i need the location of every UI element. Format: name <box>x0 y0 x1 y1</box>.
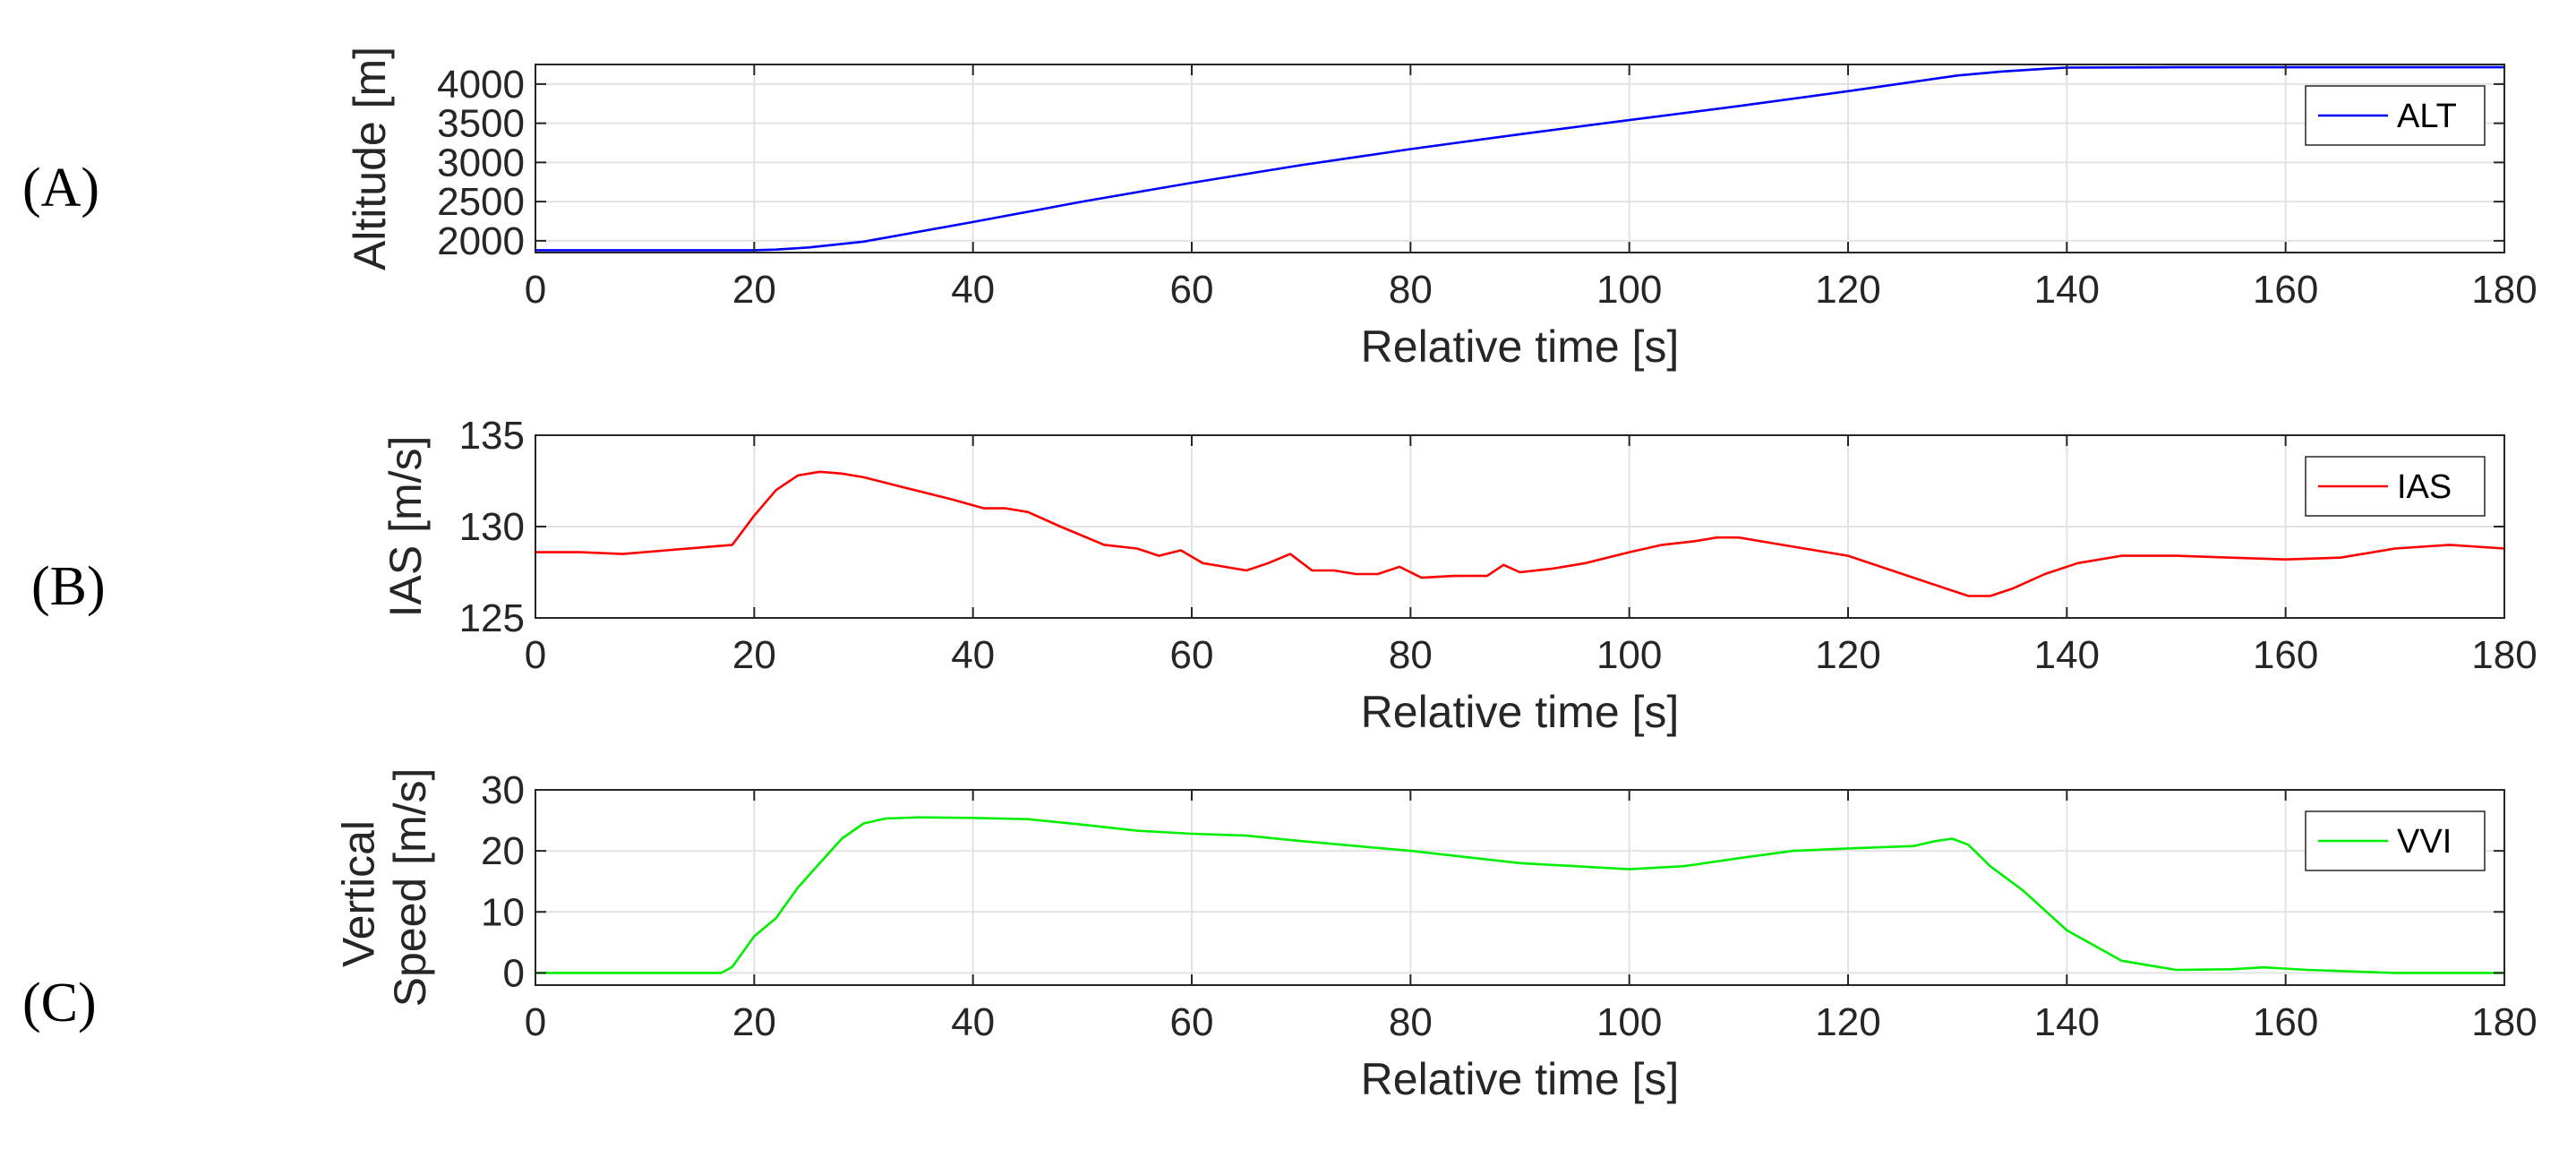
vertical-speed-x-tick-label: 140 <box>2034 1000 2100 1044</box>
ias-x-tick-label: 60 <box>1170 633 1214 677</box>
vertical-speed-x-tick-label: 80 <box>1389 1000 1433 1044</box>
altitude-y-tick-label: 2000 <box>437 219 525 263</box>
altitude-axes-box <box>535 64 2505 253</box>
vertical-speed-legend: VVI <box>2305 810 2486 871</box>
altitude-x-tick-label: 100 <box>1596 268 1662 312</box>
altitude-y-axis-label: Altitude [m] <box>345 47 395 270</box>
ias-series-line-ias <box>534 470 2506 597</box>
ias-x-tick-label: 80 <box>1389 633 1433 677</box>
ias-x-axis-label: Relative time [s] <box>1361 687 1680 737</box>
altitude-x-tick-label: 20 <box>732 268 776 312</box>
vertical-speed-x-tick-label: 180 <box>2471 1000 2537 1044</box>
altitude-y-tick-label: 4000 <box>437 63 525 107</box>
vertical-speed-x-tick-label: 0 <box>525 1000 546 1044</box>
ias-y-tick-label: 135 <box>459 414 525 458</box>
vertical-speed-axes-box <box>535 789 2505 986</box>
panel-letter-b: (B) <box>31 556 106 617</box>
vertical-speed-y-axis-label: Vertical Speed [m/s] <box>334 768 436 1007</box>
ias-legend-label: IAS <box>2397 468 2452 506</box>
vertical-speed-y-axis-label-line2: Speed [m/s] <box>385 768 435 1007</box>
ias-x-tick-label: 40 <box>951 633 995 677</box>
ias-x-tick-label: 20 <box>732 633 776 677</box>
vertical-speed-x-tick-label: 100 <box>1596 1000 1662 1044</box>
ias-x-tick-label: 180 <box>2471 633 2537 677</box>
altitude-x-axis-label: Relative time [s] <box>1361 322 1680 372</box>
altitude-y-tick-label: 3500 <box>437 102 525 146</box>
altitude-x-tick-label: 160 <box>2253 268 2318 312</box>
altitude-chart-panel: (A) 0 20 40 60 80 100 120 140 160 180 200025003000… <box>22 47 2537 372</box>
ias-legend: IAS <box>2305 456 2486 517</box>
vertical-speed-y-tick-label: 20 <box>481 829 525 873</box>
ias-y-tick-label: 130 <box>459 505 525 549</box>
altitude-x-tick-label: 40 <box>951 268 995 312</box>
ias-x-tick-label: 100 <box>1596 633 1662 677</box>
ias-x-tick-label: 0 <box>525 633 546 677</box>
ias-x-tick-label: 140 <box>2034 633 2100 677</box>
vertical-speed-y-tick-label: 30 <box>481 768 525 812</box>
altitude-x-tick-label: 60 <box>1170 268 1214 312</box>
altitude-y-tick-label: 3000 <box>437 141 525 184</box>
panel-letter-c: (C) <box>22 973 97 1033</box>
altitude-legend-label: ALT <box>2397 98 2457 135</box>
vertical-speed-x-tick-label: 20 <box>732 1000 776 1044</box>
vertical-speed-x-tick-label: 60 <box>1170 1000 1214 1044</box>
ias-x-tick-label: 160 <box>2253 633 2318 677</box>
vertical-speed-x-axis-label: Relative time [s] <box>1361 1054 1680 1104</box>
ias-y-axis-label: IAS [m/s] <box>381 436 431 618</box>
vertical-speed-y-axis-label-line1: Vertical <box>334 820 384 967</box>
altitude-y-tick-label: 2500 <box>437 180 525 224</box>
altitude-x-tick-label: 120 <box>1815 268 1880 312</box>
vertical-speed-y-tick-label: 10 <box>481 890 525 934</box>
altitude-legend: ALT <box>2305 85 2486 146</box>
vertical-speed-legend-label: VVI <box>2397 823 2452 861</box>
vertical-speed-series-line-vvi <box>534 816 2506 974</box>
altitude-x-tick-label: 0 <box>525 268 546 312</box>
altitude-series-line-alt <box>534 65 2506 252</box>
altitude-x-tick-label: 80 <box>1389 268 1433 312</box>
panel-letter-a: (A) <box>22 158 99 219</box>
vertical-speed-x-tick-label: 120 <box>1815 1000 1880 1044</box>
ias-x-tick-label: 120 <box>1815 633 1880 677</box>
vertical-speed-chart-panel: (C) 0 20 40 60 80 100 120 140 160 180 0 10 20 30 Rela… <box>22 768 2537 1104</box>
altitude-x-tick-label: 140 <box>2034 268 2100 312</box>
vertical-speed-x-tick-label: 160 <box>2253 1000 2318 1044</box>
vertical-speed-y-tick-label: 0 <box>503 951 525 995</box>
ias-y-tick-label: 125 <box>459 596 525 640</box>
vertical-speed-x-tick-label: 40 <box>951 1000 995 1044</box>
altitude-x-tick-label: 180 <box>2471 268 2537 312</box>
ias-chart-panel: (B) 0 20 40 60 80 100 120 140 160 180 125 130 135 Re… <box>31 414 2537 737</box>
